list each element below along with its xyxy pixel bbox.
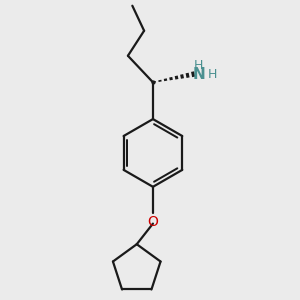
Text: N: N — [192, 68, 205, 82]
Text: H: H — [208, 68, 217, 81]
Text: O: O — [148, 215, 158, 229]
Text: H: H — [194, 59, 203, 72]
